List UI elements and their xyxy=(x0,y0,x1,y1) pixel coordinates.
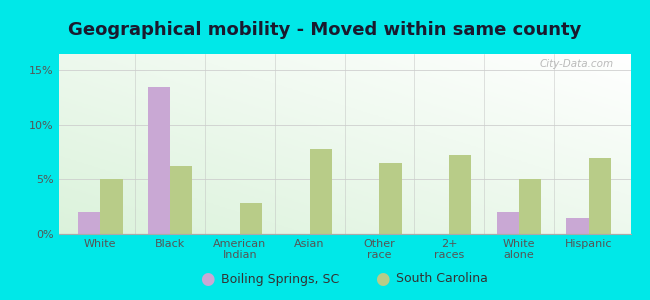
Bar xyxy=(100,179,123,234)
Text: Boiling Springs, SC: Boiling Springs, SC xyxy=(221,272,339,286)
Text: ●: ● xyxy=(200,270,214,288)
Bar xyxy=(449,155,471,234)
Bar xyxy=(497,212,519,234)
Bar xyxy=(148,87,170,234)
Text: City-Data.com: City-Data.com xyxy=(540,59,614,69)
Bar xyxy=(380,163,402,234)
Bar xyxy=(309,149,332,234)
Bar xyxy=(589,158,611,234)
Bar xyxy=(566,218,589,234)
Text: Geographical mobility - Moved within same county: Geographical mobility - Moved within sam… xyxy=(68,21,582,39)
Text: South Carolina: South Carolina xyxy=(396,272,488,286)
Bar xyxy=(78,212,100,234)
Text: ●: ● xyxy=(376,270,390,288)
Bar xyxy=(240,203,262,234)
Bar xyxy=(519,179,541,234)
Bar xyxy=(170,167,192,234)
